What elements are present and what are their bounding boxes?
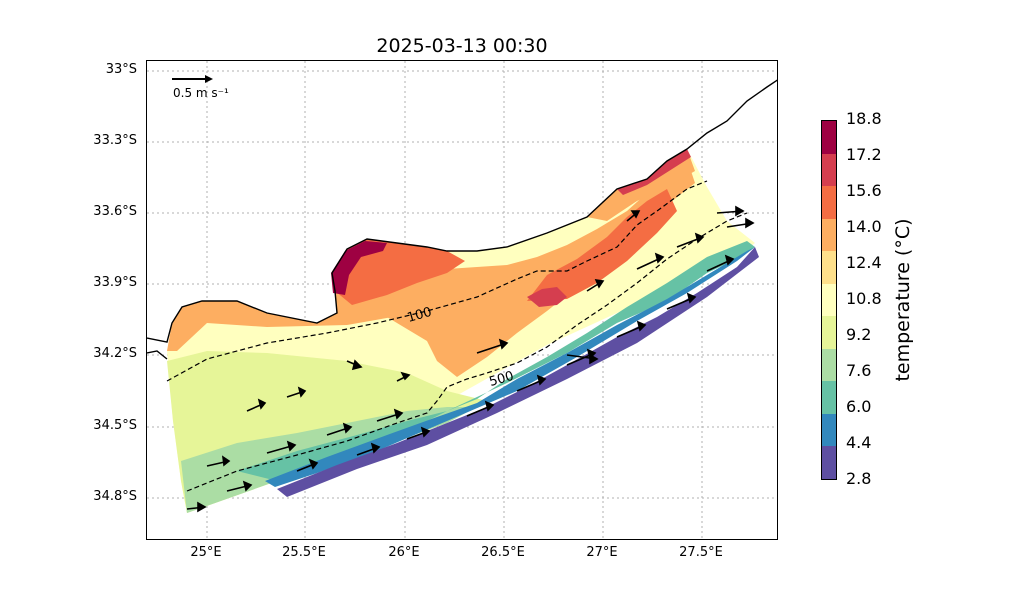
colorbar-label: temperature (°C) xyxy=(892,218,914,382)
lon-tick-label: 25.5°E xyxy=(282,545,326,560)
colorbar-tick-label: 2.8 xyxy=(846,469,872,488)
reference-vector-label: 0.5 m s⁻¹ xyxy=(173,86,229,100)
colorbar-tick-label: 7.6 xyxy=(846,361,872,380)
colorbar-segment xyxy=(822,186,836,219)
lat-tick-label: 33.9°S xyxy=(93,275,137,290)
velocity-vectors xyxy=(186,205,755,513)
lat-tick-label: 33.3°S xyxy=(93,133,137,148)
colorbar-segment xyxy=(822,153,836,187)
lat-tick-label: 33.6°S xyxy=(93,204,137,219)
colorbar xyxy=(821,120,837,480)
isobath-100-label: 100 xyxy=(406,305,434,326)
isobath-500-label: 500 xyxy=(488,369,516,390)
colorbar-segment xyxy=(822,316,836,349)
colorbar-tick-label: 12.4 xyxy=(846,253,882,272)
lat-tick-label: 33°S xyxy=(105,62,137,77)
temperature-map: 100 500 xyxy=(147,61,777,539)
lon-tick-label: 25°E xyxy=(190,545,222,560)
colorbar-segment xyxy=(822,446,836,479)
colorbar-segment xyxy=(822,218,836,252)
colorbar-segment xyxy=(822,283,836,317)
isobath-100 xyxy=(166,180,708,382)
map-panel: 100 500 xyxy=(146,60,778,540)
map-title: 2025-03-13 00:30 xyxy=(376,35,548,57)
colorbar-tick-label: 15.6 xyxy=(846,181,882,200)
colorbar-segment xyxy=(822,121,836,154)
colorbar-segment xyxy=(822,413,836,447)
band-orange xyxy=(527,189,677,301)
reference-vector: 0.5 m s⁻¹ xyxy=(172,75,229,100)
lon-tick-label: 26.5°E xyxy=(481,545,525,560)
colorbar-tick-label: 14.0 xyxy=(846,217,882,236)
lon-tick-label: 27.5°E xyxy=(679,545,723,560)
bay-hot xyxy=(331,241,387,295)
coastline xyxy=(147,79,777,360)
band-cold xyxy=(277,247,759,497)
colorbar-segment xyxy=(822,251,836,284)
colorbar-tick-label: 18.8 xyxy=(846,109,882,128)
lat-tick-label: 34.8°S xyxy=(93,489,137,504)
temperature-field xyxy=(167,149,759,513)
coastal-warm-strip xyxy=(167,291,427,351)
band-orange-light xyxy=(347,159,695,377)
colorbar-tick-label: 17.2 xyxy=(846,145,882,164)
colorbar-segment xyxy=(822,348,836,382)
colorbar-tick-label: 9.2 xyxy=(846,325,872,344)
lon-tick-label: 26°E xyxy=(388,545,420,560)
lat-tick-label: 34.5°S xyxy=(93,418,137,433)
colorbar-tick-label: 10.8 xyxy=(846,289,882,308)
lat-tick-label: 34.2°S xyxy=(93,346,137,361)
colorbar-tick-label: 4.4 xyxy=(846,433,872,452)
lon-tick-label: 27°E xyxy=(586,545,618,560)
colorbar-segment xyxy=(822,381,836,414)
colorbar-tick-label: 6.0 xyxy=(846,397,872,416)
band-red xyxy=(527,287,567,307)
isobaths xyxy=(166,180,748,492)
